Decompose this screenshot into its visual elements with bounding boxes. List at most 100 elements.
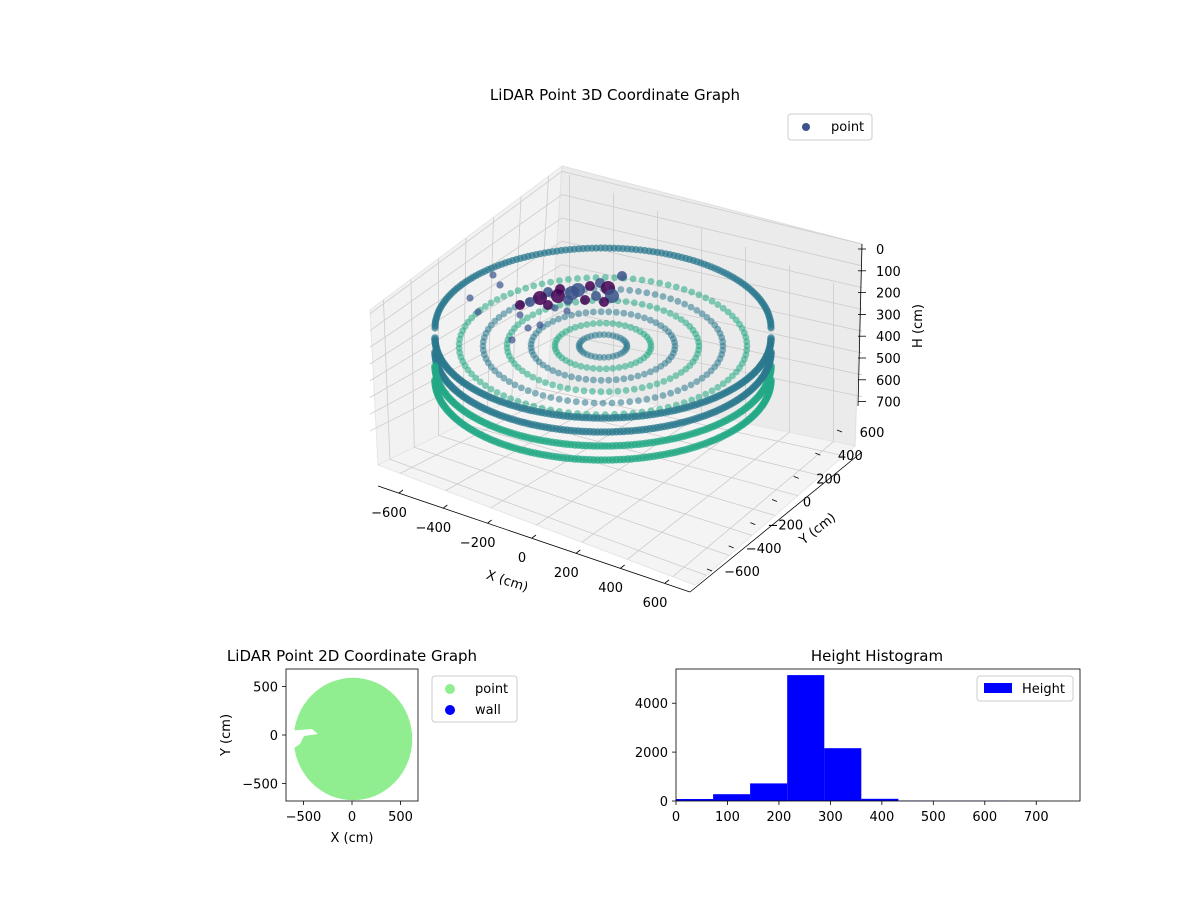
histogram-bars: [676, 675, 1047, 801]
point-3d: [547, 394, 555, 401]
legend-3d: point: [787, 113, 873, 141]
point-3d: [647, 278, 655, 285]
point-3d: [609, 365, 617, 372]
point-disc-2d: [286, 677, 413, 801]
point-3d: [656, 279, 664, 287]
grid-line-z-back: [561, 194, 863, 267]
point-3d: [583, 364, 591, 371]
x-axis-label-3d: X (cm): [484, 568, 530, 596]
chart-2d-title: LiDAR Point 2D Coordinate Graph: [227, 647, 477, 665]
point-3d: [621, 322, 629, 330]
point-3d: [641, 370, 648, 378]
point-3d: [630, 299, 638, 307]
x-tick-label-3d: 0: [518, 551, 526, 566]
point-3d: [724, 308, 732, 316]
x-axis-line: [377, 485, 691, 593]
legend-3d-marker: [802, 123, 810, 131]
disc-group-2d: [286, 677, 413, 801]
point-3d: [724, 376, 732, 384]
grid-3d: [369, 170, 863, 577]
hist-x-tick-label: 0: [672, 810, 680, 825]
point-3d: [530, 282, 538, 290]
point-3d: [535, 308, 543, 316]
point-3d: [708, 297, 716, 305]
point-3d: [652, 319, 660, 327]
point-3d: [702, 294, 709, 302]
point-3d: [538, 280, 546, 288]
point-3d: [606, 388, 613, 395]
point-3d: [652, 365, 660, 373]
y-tick-label-3d: −600: [724, 565, 760, 580]
point-3d: [589, 320, 597, 327]
point-3d: [487, 299, 495, 307]
point-3d: [572, 386, 580, 394]
point-3d: [605, 308, 613, 316]
grid-line-y-wall: [486, 217, 494, 412]
point-3d: [525, 297, 535, 307]
point-3d: [572, 398, 580, 406]
point-3d: [597, 388, 605, 396]
point-3d: [536, 321, 544, 329]
point-3d: [574, 275, 581, 282]
point-3d: [571, 323, 579, 331]
point-3d: [582, 375, 590, 383]
point-3d: [539, 392, 547, 399]
legend-2d-point-marker: [445, 684, 455, 694]
histogram-bar: [750, 783, 788, 801]
point-3d: [698, 310, 706, 318]
point-3d: [693, 307, 701, 314]
legend-2d-wall-label: wall: [475, 703, 501, 718]
point-3d: [589, 388, 596, 395]
point-3d: [622, 298, 630, 305]
point-3d: [500, 392, 508, 400]
grid-line-z-back: [561, 240, 863, 310]
hist-x-tick-label: 500: [921, 810, 946, 825]
y-tick-label-3d: 200: [816, 472, 841, 487]
point-3d: [614, 387, 622, 395]
chart-histogram: Height Histogram 0 100 200 300 400 500 600 7000…: [635, 647, 1081, 825]
point-3d: [496, 281, 504, 289]
y-axis-line: [689, 451, 863, 593]
histogram-bar: [824, 748, 862, 801]
point-3d: [524, 370, 531, 378]
point-3d: [743, 338, 751, 345]
point-3d: [532, 389, 539, 397]
point-3d: [543, 300, 553, 310]
grid-line-z-left: [369, 194, 563, 331]
x-tick-label-3d: −400: [415, 521, 451, 536]
point-disc-2d-shape: [293, 677, 413, 801]
x-tick-label-2d: 500: [388, 810, 413, 825]
point-3d: [549, 367, 557, 374]
point-3d: [602, 319, 610, 327]
y-tick-mark-3d: [706, 568, 713, 572]
point-3d: [646, 302, 654, 310]
point-3d: [535, 376, 543, 384]
grid-line-y: [462, 423, 776, 516]
point-3d: [627, 323, 635, 331]
z-tick-label-3d: 600: [876, 374, 901, 389]
histogram-ticks: 0 100 200 300 400 500 600 700 0 2000 4000: [635, 697, 1049, 825]
point-3d: [672, 283, 680, 291]
histogram-bar: [787, 675, 825, 801]
point-3d: [714, 384, 722, 391]
hist-x-tick-label: 600: [972, 810, 997, 825]
x-tick-mark-3d: [620, 564, 625, 569]
histogram-title: Height Histogram: [811, 647, 943, 665]
point-3d: [634, 312, 642, 320]
y-tick-mark-3d: [815, 452, 821, 456]
point-3d: [596, 365, 604, 373]
point-3d: [643, 289, 651, 297]
point-3d: [556, 277, 563, 284]
point-3d: [529, 311, 537, 319]
point-3d: [507, 290, 514, 297]
point-3d: [702, 390, 709, 398]
point-3d: [695, 338, 702, 346]
point-3d: [565, 276, 572, 283]
point-3d: [524, 387, 532, 395]
point-cloud-3d: [431, 244, 775, 464]
point-3d: [638, 384, 646, 392]
point-3d: [653, 380, 661, 388]
y-tick-mark-3d: [836, 429, 843, 433]
z-tick-label-3d: 100: [876, 265, 901, 280]
